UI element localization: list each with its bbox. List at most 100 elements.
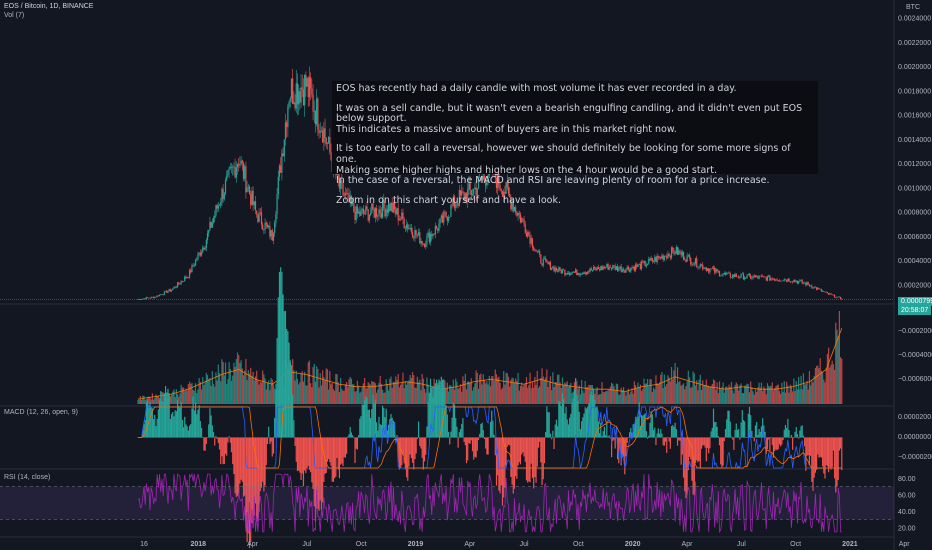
price-candle [812, 287, 814, 289]
price-candle [790, 281, 793, 283]
volume-bar [389, 378, 391, 404]
macd-histogram-bar [280, 267, 282, 438]
volume-bar [204, 382, 206, 404]
price-candle [392, 202, 394, 213]
macd-pane[interactable] [137, 267, 843, 549]
price-candle [818, 288, 820, 289]
price-candle [540, 254, 542, 264]
annotation-box[interactable]: EOS has recently had a daily candle with… [332, 81, 818, 205]
macd-histogram-bar [319, 437, 321, 501]
macd-histogram-bar [816, 437, 818, 470]
price-candle [706, 268, 709, 271]
price-pane[interactable] [0, 66, 894, 300]
volume-bar [681, 384, 683, 404]
rsi-indicator-label[interactable]: RSI (14, close) [4, 474, 51, 481]
macd-histogram-bar [739, 437, 741, 440]
price-candle [154, 296, 156, 299]
macd-histogram-bar [172, 411, 174, 438]
volume-bar [637, 382, 639, 404]
macd-histogram-bar [354, 437, 356, 464]
price-candle [373, 209, 375, 218]
macd-histogram-bar [818, 437, 820, 458]
macd-histogram-bar [202, 436, 204, 438]
macd-histogram-bar [411, 437, 414, 463]
volume-bar [700, 389, 703, 404]
currency-label[interactable]: BTC [906, 4, 920, 11]
price-candle [338, 179, 341, 189]
symbol-title[interactable]: EOS / Bitcoin, 1D, BINANCE [4, 3, 94, 10]
macd-histogram-bar [764, 431, 766, 438]
macd-histogram-bar [606, 421, 608, 438]
price-candle [585, 272, 588, 274]
price-candle [789, 281, 791, 283]
macd-histogram-bar [535, 437, 537, 483]
macd-histogram-bar [675, 428, 677, 438]
macd-histogram-bar [453, 404, 456, 438]
macd-histogram-bar [536, 437, 538, 467]
macd-histogram-bar [519, 437, 522, 465]
volume-bar [582, 390, 584, 404]
macd-histogram-bar [540, 437, 542, 463]
price-candle [597, 267, 600, 269]
price-candle [670, 247, 673, 258]
price-candle [806, 282, 808, 286]
price-candle [518, 212, 520, 215]
macd-histogram-bar [696, 437, 698, 461]
macd-histogram-bar [546, 406, 548, 438]
volume-bar [203, 385, 205, 404]
volume-bar [464, 373, 466, 404]
price-candle [741, 273, 743, 275]
volume-bar [591, 385, 594, 404]
macd-histogram-bar [468, 437, 470, 444]
volume-bar [248, 373, 251, 404]
price-candle [146, 297, 149, 299]
volume-bar [242, 375, 245, 404]
price-candle [566, 273, 568, 275]
volume-bar [191, 382, 193, 404]
volume-bar [812, 382, 814, 404]
macd-histogram-bar [527, 437, 529, 483]
macd-histogram-bar [507, 437, 510, 445]
price-candle [781, 280, 783, 282]
macd-histogram-bar [688, 437, 691, 457]
volume-bar [432, 385, 434, 404]
price-candle [172, 288, 174, 290]
volume-bar [776, 385, 778, 404]
price-candle [828, 293, 830, 295]
price-candle [535, 249, 537, 251]
macd-histogram-bar [529, 437, 531, 483]
volume-bar [323, 377, 325, 404]
macd-histogram-bar [578, 411, 580, 438]
volume-bar [308, 360, 311, 404]
macd-histogram-bar [180, 401, 182, 438]
volume-bar [554, 382, 556, 404]
macd-histogram-bar [402, 437, 404, 455]
macd-indicator-label[interactable]: MACD (12, 26, open, 9) [4, 409, 78, 416]
macd-histogram-bar [463, 437, 465, 442]
volume-tick-label: −0.0004000 [898, 352, 932, 359]
price-candle [263, 229, 265, 231]
price-candle [240, 160, 242, 165]
price-candle [712, 267, 715, 270]
macd-histogram-bar [768, 437, 770, 440]
price-candle [431, 234, 433, 237]
volume-pane[interactable] [137, 311, 843, 404]
price-candle [565, 273, 567, 275]
volume-bar [395, 376, 397, 404]
volume-bar [841, 358, 843, 404]
macd-histogram-bar [518, 437, 520, 463]
macd-histogram-bar [386, 430, 388, 438]
volume-bar [775, 386, 777, 404]
volume-indicator-label[interactable]: Vol (7) [4, 12, 25, 19]
macd-histogram-bar [420, 437, 422, 449]
volume-bar [576, 381, 578, 404]
price-candle [777, 280, 779, 281]
macd-histogram-bar [330, 437, 332, 466]
rsi-pane[interactable] [0, 472, 894, 534]
price-candle [602, 266, 604, 270]
volume-bar [711, 383, 713, 404]
volume-bar [477, 388, 480, 404]
macd-histogram-bar [220, 437, 222, 465]
price-candle [323, 128, 325, 143]
macd-histogram-bar [264, 437, 266, 486]
